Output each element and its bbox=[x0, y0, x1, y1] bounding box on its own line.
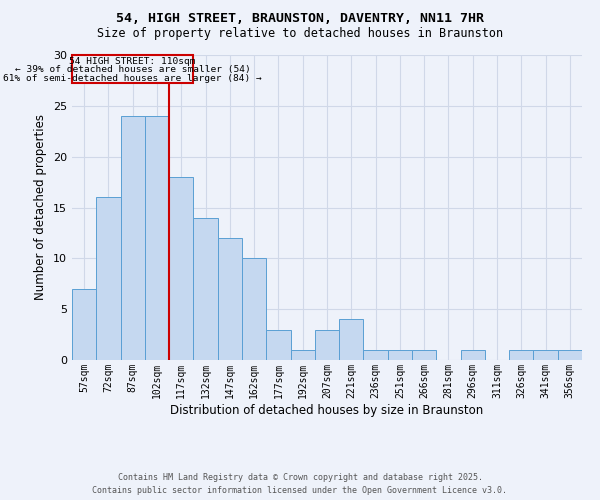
Bar bbox=[388, 350, 412, 360]
Bar bbox=[121, 116, 145, 360]
Bar bbox=[193, 218, 218, 360]
Bar bbox=[364, 350, 388, 360]
Bar bbox=[218, 238, 242, 360]
Bar bbox=[290, 350, 315, 360]
Bar bbox=[339, 320, 364, 360]
Bar bbox=[509, 350, 533, 360]
Bar bbox=[266, 330, 290, 360]
Text: 61% of semi-detached houses are larger (84) →: 61% of semi-detached houses are larger (… bbox=[4, 74, 262, 84]
Y-axis label: Number of detached properties: Number of detached properties bbox=[34, 114, 47, 300]
Bar bbox=[96, 198, 121, 360]
Bar bbox=[533, 350, 558, 360]
Bar bbox=[412, 350, 436, 360]
Text: Size of property relative to detached houses in Braunston: Size of property relative to detached ho… bbox=[97, 28, 503, 40]
Text: ← 39% of detached houses are smaller (54): ← 39% of detached houses are smaller (54… bbox=[15, 66, 251, 74]
Bar bbox=[72, 289, 96, 360]
Text: 54 HIGH STREET: 110sqm: 54 HIGH STREET: 110sqm bbox=[70, 56, 196, 66]
Bar bbox=[315, 330, 339, 360]
X-axis label: Distribution of detached houses by size in Braunston: Distribution of detached houses by size … bbox=[170, 404, 484, 416]
Bar bbox=[558, 350, 582, 360]
Bar bbox=[242, 258, 266, 360]
Bar bbox=[461, 350, 485, 360]
Text: 54, HIGH STREET, BRAUNSTON, DAVENTRY, NN11 7HR: 54, HIGH STREET, BRAUNSTON, DAVENTRY, NN… bbox=[116, 12, 484, 26]
Bar bbox=[169, 177, 193, 360]
Text: Contains HM Land Registry data © Crown copyright and database right 2025.
Contai: Contains HM Land Registry data © Crown c… bbox=[92, 474, 508, 495]
Bar bbox=[72, 55, 193, 84]
Bar bbox=[145, 116, 169, 360]
